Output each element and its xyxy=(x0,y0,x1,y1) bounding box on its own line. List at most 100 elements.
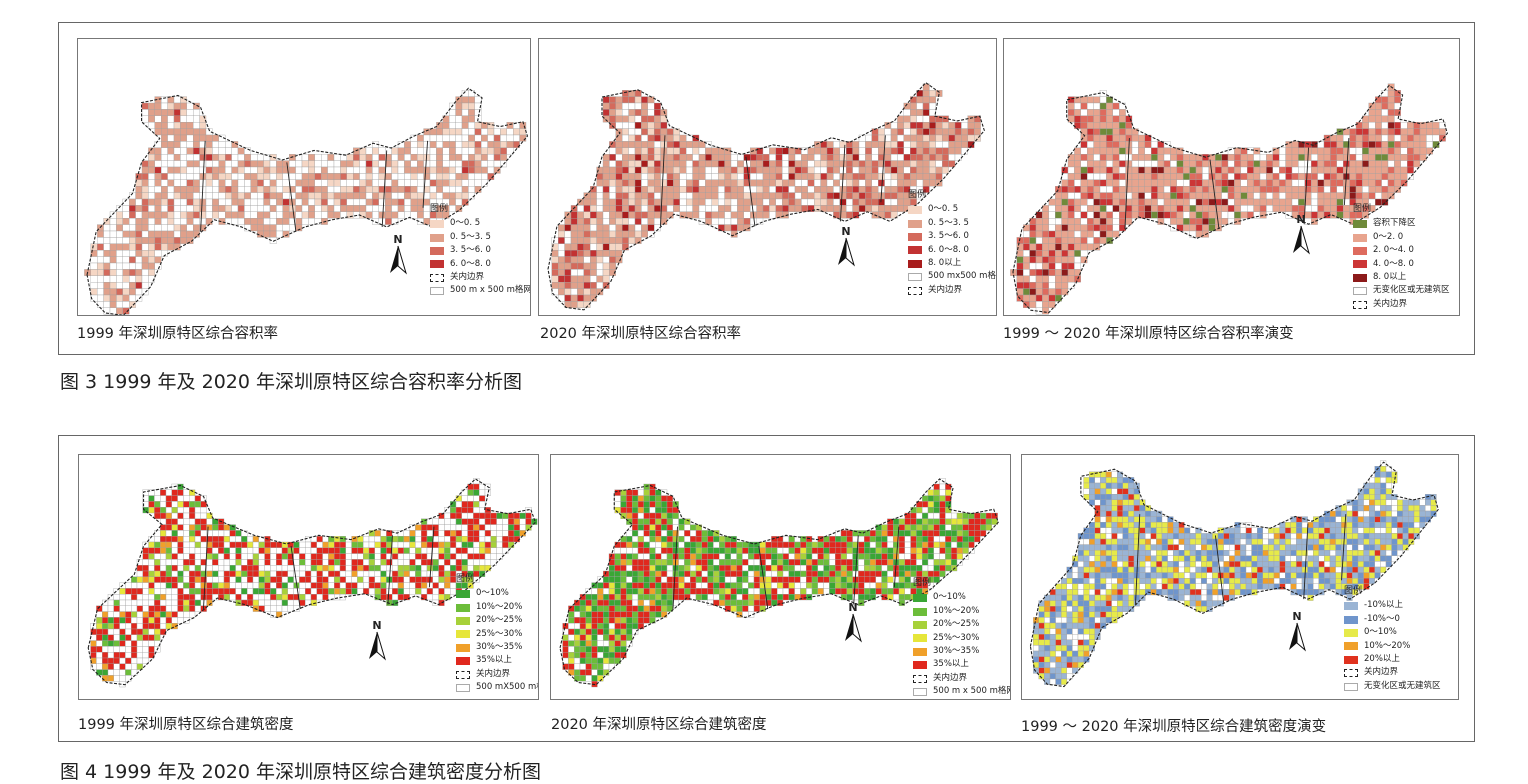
grid-cell xyxy=(1087,115,1094,123)
grid-cell xyxy=(951,559,958,566)
grid-cell xyxy=(686,186,693,193)
grid-cell xyxy=(597,599,604,606)
grid-cell xyxy=(129,211,136,219)
grid-cell xyxy=(753,588,760,595)
grid-cell xyxy=(724,599,731,606)
grid-cell xyxy=(479,507,486,514)
grid-cell xyxy=(404,160,411,168)
grid-cell xyxy=(1080,102,1088,110)
grid-cell xyxy=(263,192,271,200)
grid-cell xyxy=(250,192,258,200)
grid-cell xyxy=(602,250,610,257)
grid-cell xyxy=(404,166,411,174)
grid-cell xyxy=(916,559,923,566)
grid-cell xyxy=(1029,224,1037,232)
grid-cell xyxy=(1176,173,1184,180)
grid-cell xyxy=(1016,269,1024,276)
grid-cell xyxy=(183,489,190,496)
grid-cell xyxy=(1387,128,1395,136)
grid-cell xyxy=(649,489,656,496)
grid-cell xyxy=(180,147,187,155)
grid-cell xyxy=(743,211,751,219)
grid-cell xyxy=(1144,141,1152,148)
grid-cell xyxy=(212,179,219,187)
grid-cell xyxy=(1272,166,1280,174)
grid-cell xyxy=(788,154,796,161)
grid-cell xyxy=(269,205,277,212)
grid-cell xyxy=(673,147,680,155)
grid-cell xyxy=(484,553,491,560)
grid-cell xyxy=(1234,211,1241,219)
grid-cell xyxy=(884,179,892,187)
grid-cell xyxy=(308,173,315,180)
grid-cell xyxy=(247,576,254,583)
grid-cell xyxy=(1227,205,1235,212)
grid-cell xyxy=(189,570,196,577)
grid-cell xyxy=(385,173,392,180)
grid-cell xyxy=(643,501,650,508)
grid-cell xyxy=(869,541,876,548)
grid-cell xyxy=(887,565,894,572)
grid-cell xyxy=(310,594,317,601)
grid-cell xyxy=(177,501,184,508)
grid-cell xyxy=(622,160,629,168)
grid-cell xyxy=(954,154,962,161)
grid-cell xyxy=(339,576,346,583)
grid-cell xyxy=(487,147,495,155)
grid-cell xyxy=(826,154,834,161)
grid-cell xyxy=(634,154,642,161)
grid-cell xyxy=(1272,160,1280,168)
grid-cell xyxy=(225,211,232,219)
grid-cell xyxy=(1189,224,1197,232)
grid-cell xyxy=(637,541,644,548)
grid-cell xyxy=(839,198,847,206)
grid-cell xyxy=(1035,237,1043,244)
grid-cell xyxy=(1291,205,1299,212)
grid-cell xyxy=(392,536,399,543)
grid-cell xyxy=(90,243,98,251)
map-panel-f3p1: 图例 0～0. 5 0. 5～3. 5 3. 5～6. 0 6. 0～8. 0 关内边界… xyxy=(77,38,531,316)
grid-cell xyxy=(951,553,958,560)
grid-cell xyxy=(269,160,277,168)
grid-cell xyxy=(801,160,808,168)
grid-cell xyxy=(177,588,184,595)
grid-cell xyxy=(258,547,265,554)
grid-cell xyxy=(135,282,143,289)
grid-cell xyxy=(643,582,650,589)
legend-swatch xyxy=(908,246,922,255)
legend-label: 关内边界 xyxy=(476,668,511,679)
grid-cell xyxy=(1029,282,1037,289)
grid-cell xyxy=(719,565,726,572)
grid-cell xyxy=(129,243,136,251)
grid-cell xyxy=(661,582,668,589)
grid-cell xyxy=(455,166,463,174)
grid-cell xyxy=(1080,224,1088,232)
grid-cell xyxy=(357,559,364,566)
grid-cell xyxy=(1176,211,1184,219)
grid-cell xyxy=(692,173,700,180)
grid-cell xyxy=(479,559,486,566)
grid-cell xyxy=(878,134,885,142)
grid-cell xyxy=(1394,154,1401,161)
grid-cell xyxy=(603,576,610,583)
grid-cell xyxy=(141,115,149,123)
grid-cell xyxy=(614,547,621,554)
grid-cell xyxy=(620,570,627,577)
grid-cell xyxy=(1279,179,1286,187)
grid-cell xyxy=(1035,288,1043,296)
grid-cell xyxy=(1413,141,1421,148)
grid-cell xyxy=(96,646,103,653)
grid-cell xyxy=(444,524,451,531)
grid-cell xyxy=(177,512,184,519)
grid-cell xyxy=(852,594,859,601)
grid-cell xyxy=(678,536,685,543)
grid-cell xyxy=(385,186,392,193)
grid-cell xyxy=(1426,141,1433,148)
grid-cell xyxy=(484,565,491,572)
grid-cell xyxy=(897,179,904,187)
grid-cell xyxy=(487,154,495,161)
grid-cell xyxy=(148,224,155,232)
grid-cell xyxy=(417,147,424,155)
grid-cell xyxy=(154,262,162,270)
grid-cell xyxy=(622,179,629,187)
